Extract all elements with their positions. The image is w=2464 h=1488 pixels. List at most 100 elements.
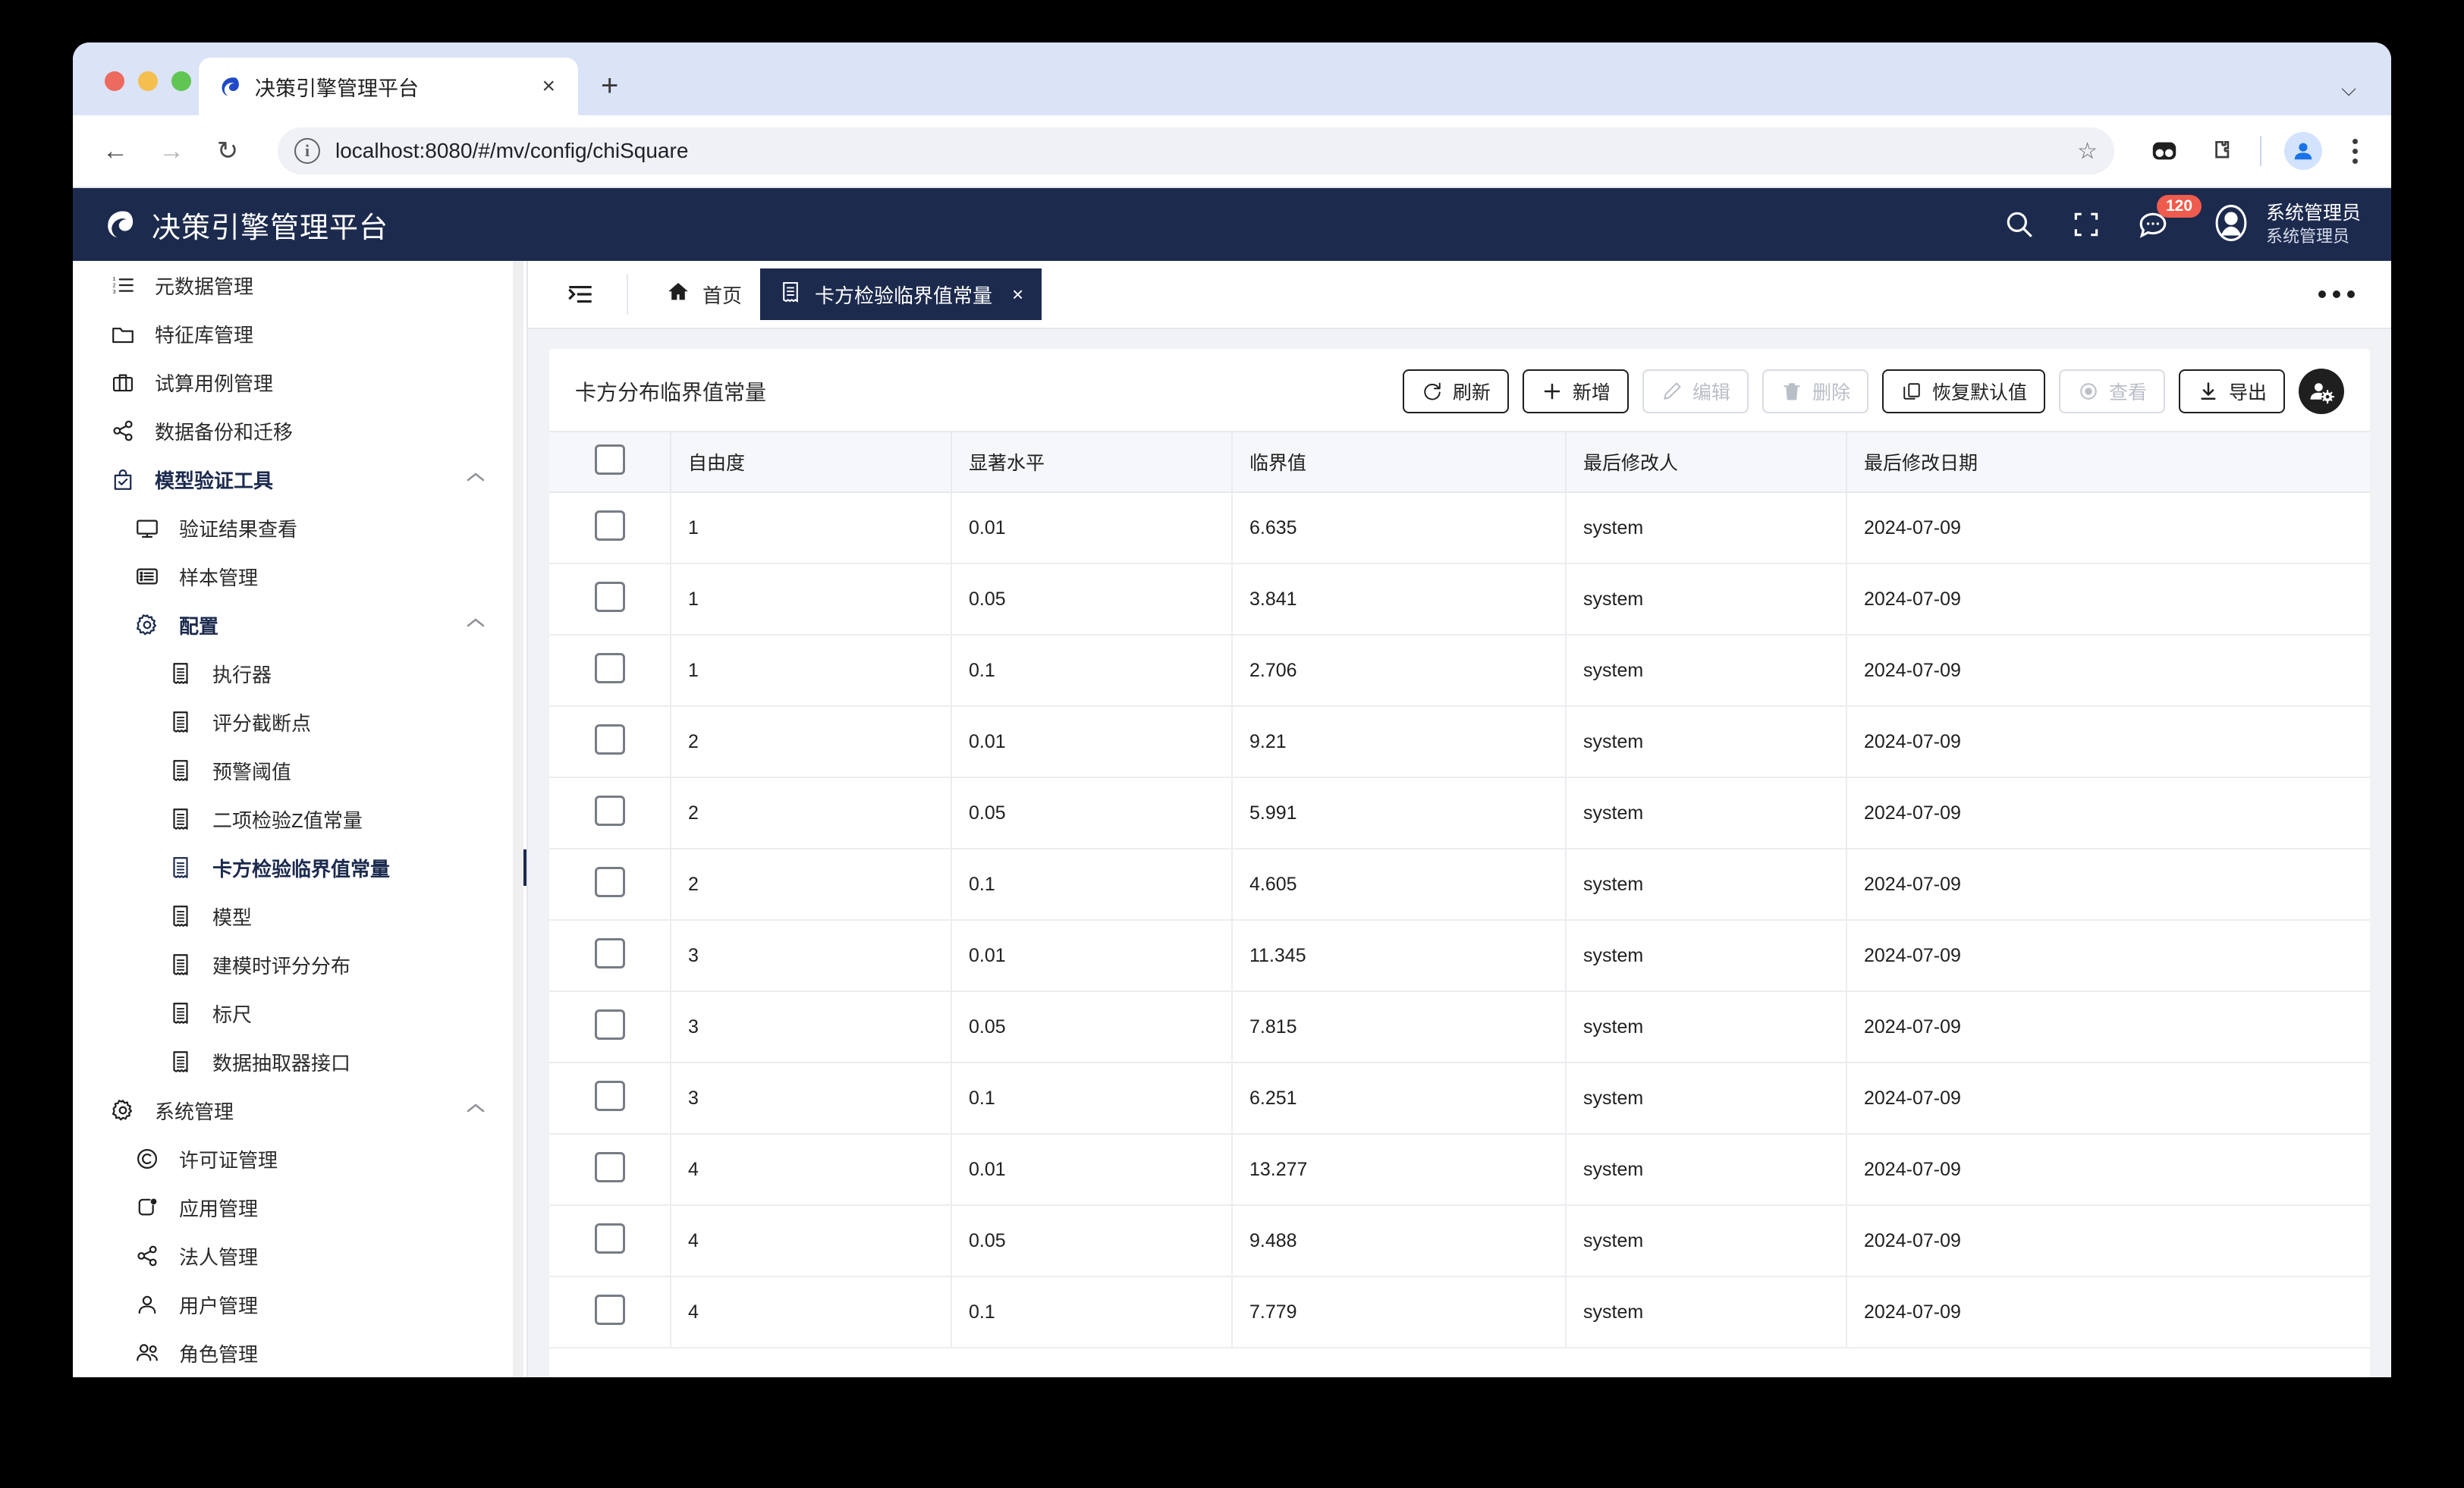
sidebar-item-19[interactable]: 应用管理 xyxy=(73,1183,526,1232)
sidebar-item-22[interactable]: 角色管理 xyxy=(73,1329,526,1377)
sidebar-item-15[interactable]: 标尺 xyxy=(73,989,526,1038)
cell-critical-value: 11.345 xyxy=(1232,920,1567,992)
table-row[interactable]: 4 0.05 9.488 system 2024-07-09 xyxy=(549,1205,2370,1277)
bookmark-star-icon[interactable]: ☆ xyxy=(2077,138,2098,164)
sidebar-item-20[interactable]: 法人管理 xyxy=(73,1232,526,1280)
table-row[interactable]: 4 0.1 7.779 system 2024-07-09 xyxy=(549,1276,2370,1348)
chevron-down-icon[interactable]: ⌵ xyxy=(2341,77,2356,100)
sidebar-item-9[interactable]: 评分截断点 xyxy=(73,698,526,746)
table-row[interactable]: 2 0.01 9.21 system 2024-07-09 xyxy=(549,706,2370,778)
chevron-up-icon[interactable] xyxy=(464,615,487,635)
chevron-up-icon[interactable] xyxy=(464,1100,487,1120)
chevron-up-icon[interactable] xyxy=(464,469,487,489)
close-icon[interactable]: × xyxy=(1012,282,1024,306)
table-row[interactable]: 2 0.05 5.991 system 2024-07-09 xyxy=(549,777,2370,849)
cell-degrees-of-freedom: 4 xyxy=(671,1276,952,1348)
sidebar-item-16[interactable]: 数据抽取器接口 xyxy=(73,1038,526,1086)
table-row[interactable]: 2 0.1 4.605 system 2024-07-09 xyxy=(549,849,2370,921)
table-row[interactable]: 4 0.01 13.277 system 2024-07-09 xyxy=(549,1134,2370,1206)
table-row[interactable]: 3 0.1 6.251 system 2024-07-09 xyxy=(549,1063,2370,1135)
sidebar-item-11[interactable]: 二项检验Z值常量 xyxy=(73,795,526,843)
row-checkbox[interactable] xyxy=(594,1009,625,1040)
content-tab-home[interactable]: 首页 xyxy=(648,268,760,320)
reading-glasses-icon[interactable] xyxy=(2148,134,2181,168)
svg-text:3: 3 xyxy=(112,288,115,295)
sidebar-item-21[interactable]: 用户管理 xyxy=(73,1280,526,1329)
row-select-cell xyxy=(549,1276,671,1348)
toolbar-button-6[interactable]: 导出 xyxy=(2178,369,2285,413)
sidebar-scrollbar[interactable] xyxy=(513,261,523,1377)
maximize-window-button[interactable] xyxy=(171,71,191,91)
row-checkbox[interactable] xyxy=(594,866,625,897)
row-select-cell xyxy=(549,563,671,636)
cell-last-modified-by: system xyxy=(1566,777,1847,849)
content-tab-chisquare-label: 卡方检验临界值常量 xyxy=(815,284,993,307)
search-icon[interactable] xyxy=(2004,209,2035,240)
browser-menu-button[interactable] xyxy=(2345,138,2365,164)
browser-toolbar: ← → ↻ i localhost:8080/#/mv/config/chiSq… xyxy=(73,115,2391,188)
fullscreen-icon[interactable] xyxy=(2070,209,2102,240)
sidebar-item-17[interactable]: 系统管理 xyxy=(73,1086,526,1135)
toolbar-button-0[interactable]: 刷新 xyxy=(1402,369,1509,413)
sidebar-item-5[interactable]: 验证结果查看 xyxy=(73,504,526,552)
brand[interactable]: 决策引擎管理平台 xyxy=(100,204,388,246)
row-checkbox[interactable] xyxy=(594,1294,625,1325)
sidebar-item-7[interactable]: 配置 xyxy=(73,601,526,649)
address-bar[interactable]: i localhost:8080/#/mv/config/chiSquare ☆ xyxy=(278,127,2114,174)
row-checkbox[interactable] xyxy=(594,1151,625,1182)
toolbar-button-1[interactable]: 新增 xyxy=(1522,369,1629,413)
row-checkbox[interactable] xyxy=(594,510,625,541)
sidebar-item-14[interactable]: 建模时评分分布 xyxy=(73,940,526,989)
table-row[interactable]: 1 0.1 2.706 system 2024-07-09 xyxy=(549,635,2370,707)
toolbar-button-4[interactable]: 恢复默认值 xyxy=(1881,369,2045,413)
row-checkbox[interactable] xyxy=(594,937,625,968)
content-panel: 卡方分布临界值常量 刷新 新增 编辑 删除 恢复默认值 查看 导出 自由度 显著水平 临界值 最后… xyxy=(549,349,2370,1377)
document-lines-icon xyxy=(165,1000,196,1026)
table-row[interactable]: 3 0.05 7.815 system 2024-07-09 xyxy=(549,991,2370,1063)
table-row[interactable]: 3 0.01 11.345 system 2024-07-09 xyxy=(549,920,2370,992)
row-checkbox[interactable] xyxy=(594,1080,625,1111)
content-tab-home-label: 首页 xyxy=(702,284,743,307)
gear-icon xyxy=(108,1097,138,1123)
sidebar-item-18[interactable]: 许可证管理 xyxy=(73,1135,526,1183)
main-content: 首页 卡方检验临界值常量 × xyxy=(528,261,2391,1377)
sidebar-item-4[interactable]: 模型验证工具 xyxy=(73,455,526,504)
sidebar-item-2[interactable]: 试算用例管理 xyxy=(73,358,526,407)
close-window-button[interactable] xyxy=(105,71,124,91)
reload-button[interactable]: ↻ xyxy=(216,137,239,165)
row-checkbox[interactable] xyxy=(594,795,625,826)
row-checkbox[interactable] xyxy=(594,1223,625,1254)
sidebar-item-10[interactable]: 预警阈值 xyxy=(73,746,526,795)
tabbar-more-button[interactable] xyxy=(2312,290,2361,298)
cell-degrees-of-freedom: 3 xyxy=(671,920,952,992)
row-checkbox[interactable] xyxy=(594,652,625,683)
sidebar-item-3[interactable]: 数据备份和迁移 xyxy=(73,407,526,455)
new-tab-button[interactable]: + xyxy=(601,69,619,102)
forward-button[interactable]: → xyxy=(159,136,184,165)
sidebar-item-label: 许可证管理 xyxy=(179,1148,278,1172)
sidebar-item-12[interactable]: 卡方检验临界值常量 xyxy=(73,843,526,892)
row-checkbox[interactable] xyxy=(594,724,625,755)
user-menu[interactable]: 系统管理员 系统管理员 xyxy=(2211,201,2361,247)
table-row[interactable]: 1 0.01 6.635 system 2024-07-09 xyxy=(549,492,2370,564)
collapse-sidebar-icon[interactable] xyxy=(554,278,607,310)
table-row[interactable]: 1 0.05 3.841 system 2024-07-09 xyxy=(549,563,2370,636)
extensions-puzzle-icon[interactable] xyxy=(2204,134,2237,168)
content-tab-chisquare[interactable]: 卡方检验临界值常量 × xyxy=(760,268,1042,320)
close-tab-button[interactable]: × xyxy=(542,74,555,99)
sidebar-item-13[interactable]: 模型 xyxy=(73,892,526,940)
select-all-checkbox[interactable] xyxy=(594,444,625,475)
profile-avatar[interactable] xyxy=(2284,132,2322,170)
minimize-window-button[interactable] xyxy=(138,71,158,91)
back-button[interactable]: ← xyxy=(102,136,128,165)
sidebar-item-0[interactable]: 1 2 3 元数据管理 xyxy=(73,261,526,309)
row-checkbox[interactable] xyxy=(594,581,625,612)
site-info-icon[interactable]: i xyxy=(294,138,320,164)
messages-icon[interactable]: 120 xyxy=(2137,195,2202,240)
sidebar-item-6[interactable]: 样本管理 xyxy=(73,552,526,601)
sidebar-item-1[interactable]: 特征库管理 xyxy=(73,309,526,358)
browser-tab[interactable]: 决策引擎管理平台 × xyxy=(199,58,578,115)
sidebar-item-8[interactable]: 执行器 xyxy=(73,649,526,698)
row-select-cell xyxy=(549,777,671,849)
user-settings-button[interactable] xyxy=(2299,369,2344,414)
